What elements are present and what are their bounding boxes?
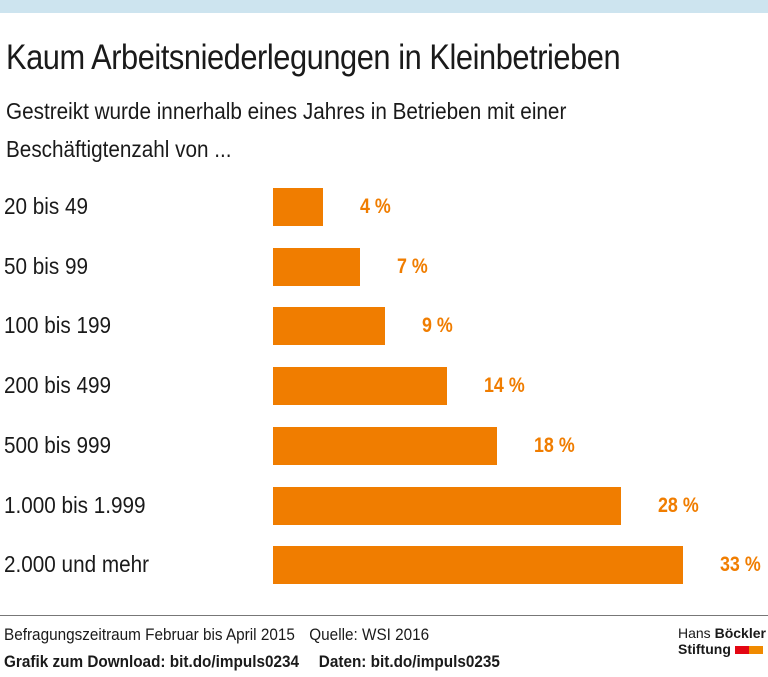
footer-divider bbox=[0, 615, 768, 616]
chart-subtitle: Gestreikt wurde innerhalb eines Jahres i… bbox=[6, 98, 567, 162]
chart-title: Kaum Arbeitsniederlegungen in Kleinbetri… bbox=[6, 38, 621, 77]
data-link[interactable]: Daten: bit.do/impuls0235 bbox=[318, 652, 500, 671]
logo-red-square bbox=[734, 646, 749, 655]
hans-boeckler-logo: Hans Böckler Stiftung bbox=[678, 625, 766, 657]
category-label: 200 bis 499 bbox=[4, 372, 112, 399]
source: Quelle: WSI 2016 bbox=[309, 625, 430, 644]
download-link[interactable]: Grafik zum Download: bit.do/impuls0234 bbox=[4, 652, 299, 671]
logo-text: Stiftung bbox=[678, 641, 731, 657]
logo-orange-square bbox=[748, 646, 763, 655]
footer-line-2: Grafik zum Download: bit.do/impuls0234 Da… bbox=[4, 652, 500, 672]
bar bbox=[273, 247, 360, 286]
survey-period: Befragungszeitraum Februar bis April 201… bbox=[4, 625, 295, 644]
bar bbox=[273, 486, 621, 525]
value-label: 9 % bbox=[421, 314, 453, 338]
value-label: 4 % bbox=[359, 195, 391, 218]
value-label: 7 % bbox=[396, 254, 428, 278]
bar bbox=[273, 307, 385, 346]
category-label: 2.000 und mehr bbox=[4, 551, 150, 578]
bar bbox=[273, 188, 323, 226]
value-label: 33 % bbox=[720, 553, 761, 577]
category-label: 500 bis 999 bbox=[4, 431, 112, 458]
category-label: 50 bis 99 bbox=[4, 252, 89, 279]
value-label: 18 % bbox=[533, 433, 575, 457]
category-label: 100 bis 199 bbox=[4, 312, 112, 339]
bar bbox=[273, 546, 683, 585]
value-label: 14 % bbox=[483, 374, 525, 398]
bar bbox=[273, 367, 447, 406]
logo-text: Hans bbox=[678, 625, 711, 641]
footer-line-1: Befragungszeitraum Februar bis April 201… bbox=[4, 625, 429, 645]
top-band bbox=[0, 0, 768, 13]
bar bbox=[273, 426, 497, 465]
logo-text: Böckler bbox=[714, 625, 766, 641]
category-label: 1.000 bis 1.999 bbox=[4, 491, 146, 518]
category-label: 20 bis 49 bbox=[4, 193, 89, 219]
value-label: 28 % bbox=[657, 493, 699, 517]
